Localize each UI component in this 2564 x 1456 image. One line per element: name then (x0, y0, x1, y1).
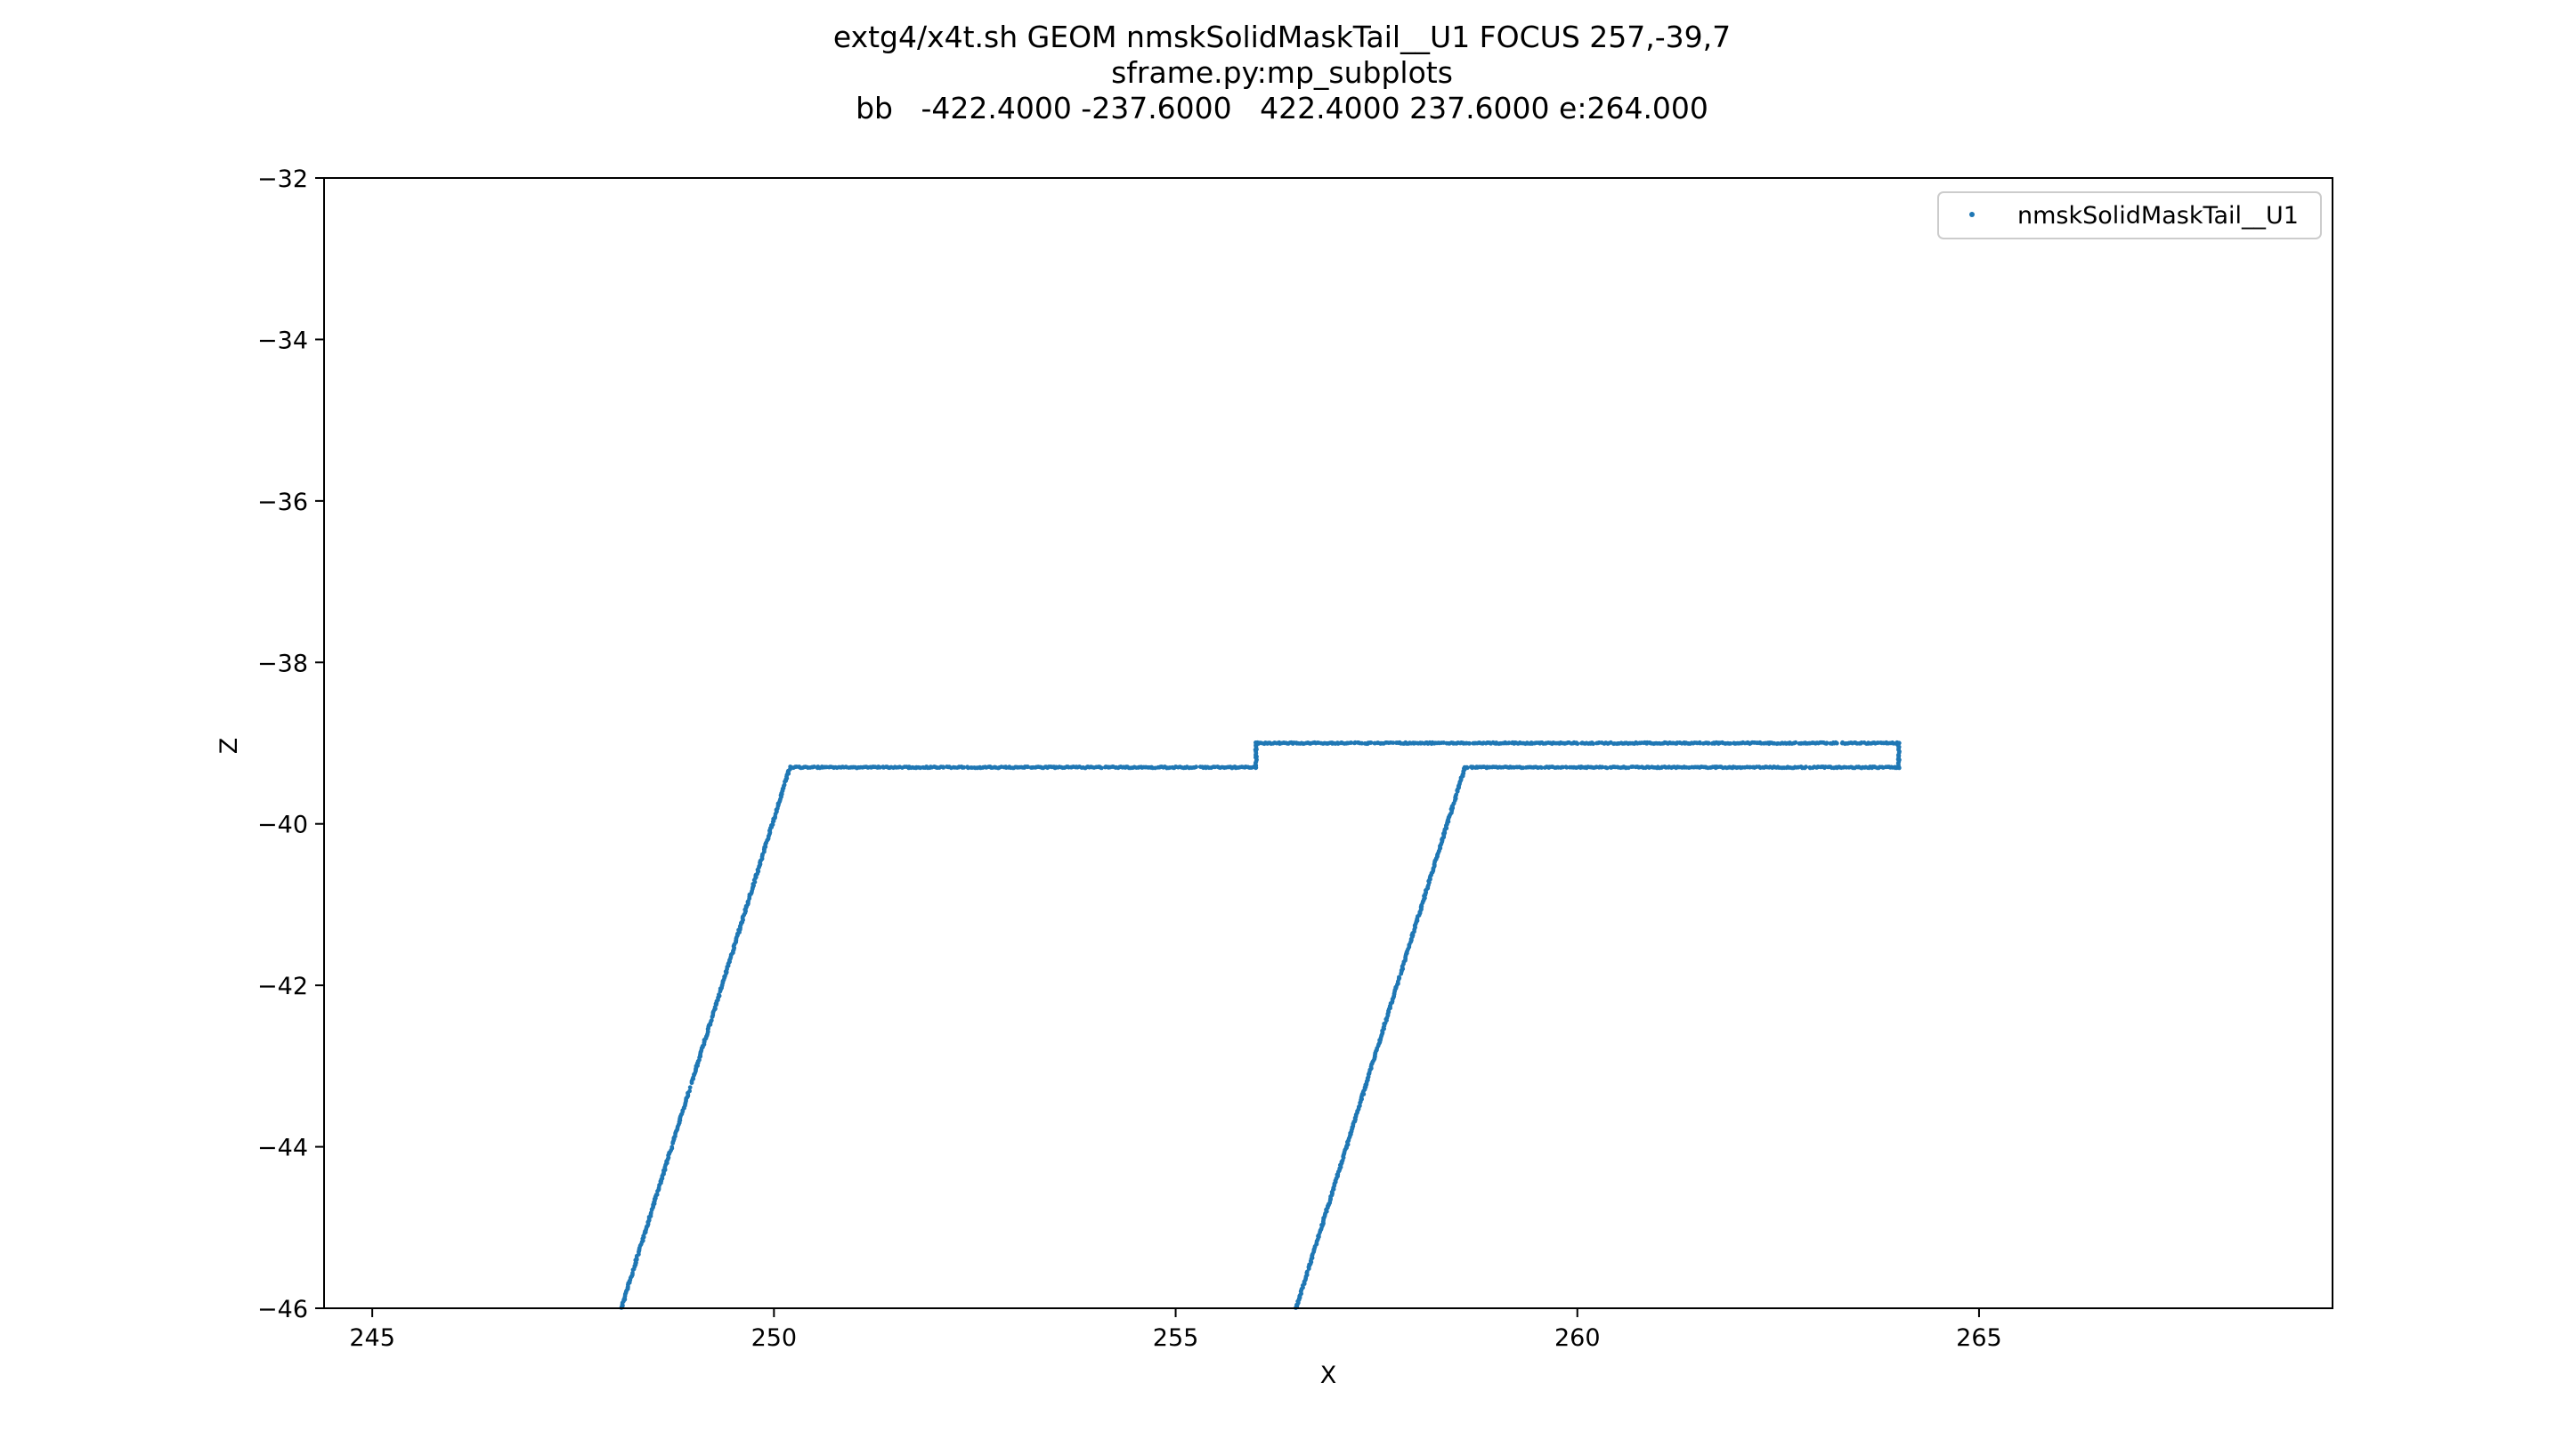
y-axis-label: Z (215, 738, 243, 755)
y-tick-label: −38 (257, 650, 308, 677)
data-point (1349, 740, 1354, 745)
data-point (1099, 765, 1104, 771)
axes-frame (323, 177, 2333, 1309)
chart-title-line-3: bb -422.4000 -237.6000 422.4000 237.6000… (856, 91, 1708, 125)
data-point (782, 782, 787, 788)
data-point (812, 764, 816, 769)
chart-title-line-1: extg4/x4t.sh GEOM nmskSolidMaskTail__U1 … (832, 20, 1732, 54)
data-point (669, 1145, 675, 1150)
data-point (1026, 764, 1030, 770)
data-point (709, 1018, 714, 1023)
data-point (1807, 765, 1813, 770)
data-point (1603, 764, 1608, 770)
y-tick-label: −36 (257, 489, 308, 516)
data-point (1591, 741, 1595, 747)
data-point (1455, 789, 1460, 794)
data-point (1391, 740, 1396, 745)
data-point (941, 765, 946, 770)
data-point (654, 1192, 660, 1197)
data-point (717, 992, 721, 997)
data-points (619, 740, 1902, 1310)
data-point (1608, 764, 1613, 770)
data-point (687, 1085, 693, 1090)
x-tick-label: 250 (751, 1324, 798, 1352)
data-point (1563, 764, 1569, 770)
legend-marker (1969, 212, 1975, 217)
x-tick-label: 255 (1153, 1324, 1199, 1352)
data-point (1399, 971, 1404, 976)
data-point (1469, 764, 1473, 769)
y-tick-label: −40 (257, 812, 308, 839)
x-axis-label: X (1320, 1362, 1337, 1389)
legend-label: nmskSolidMaskTail__U1 (2017, 202, 2299, 230)
data-point (1698, 740, 1702, 746)
data-point (1359, 740, 1365, 746)
data-point (1467, 740, 1472, 746)
data-point (1543, 765, 1547, 770)
y-tick-label: −32 (257, 166, 308, 193)
x-tick-label: 260 (1554, 1324, 1601, 1352)
legend: nmskSolidMaskTail__U1 (1937, 191, 2322, 239)
data-point (1567, 764, 1572, 770)
chart-title-line-2: sframe.py:mp_subplots (1111, 55, 1453, 90)
data-point (1834, 740, 1839, 746)
x-tick-label: 245 (349, 1324, 395, 1352)
data-point (1194, 764, 1198, 770)
data-point (1793, 740, 1798, 745)
chart-title: extg4/x4t.sh GEOM nmskSolidMaskTail__U1 … (0, 20, 2564, 126)
data-point (961, 764, 967, 770)
y-tick-label: −42 (257, 973, 308, 1000)
data-point (1706, 740, 1711, 746)
x-tick-label: 265 (1956, 1324, 2002, 1352)
data-point (687, 1088, 692, 1094)
data-point (1575, 741, 1580, 747)
data-point (1368, 740, 1374, 745)
data-point (1728, 741, 1733, 746)
y-tick-label: −44 (257, 1135, 308, 1162)
y-axis-ticks: −32 −34 −36 −38 −40 −42 −44 −46 (257, 166, 324, 1323)
legend-box (1937, 191, 2322, 239)
data-point (630, 1271, 635, 1275)
y-tick-label: −34 (257, 327, 308, 354)
y-tick-label: −46 (257, 1296, 308, 1323)
x-axis-ticks: 245 250 255 260 265 (349, 1308, 2002, 1352)
data-point (1824, 740, 1830, 746)
